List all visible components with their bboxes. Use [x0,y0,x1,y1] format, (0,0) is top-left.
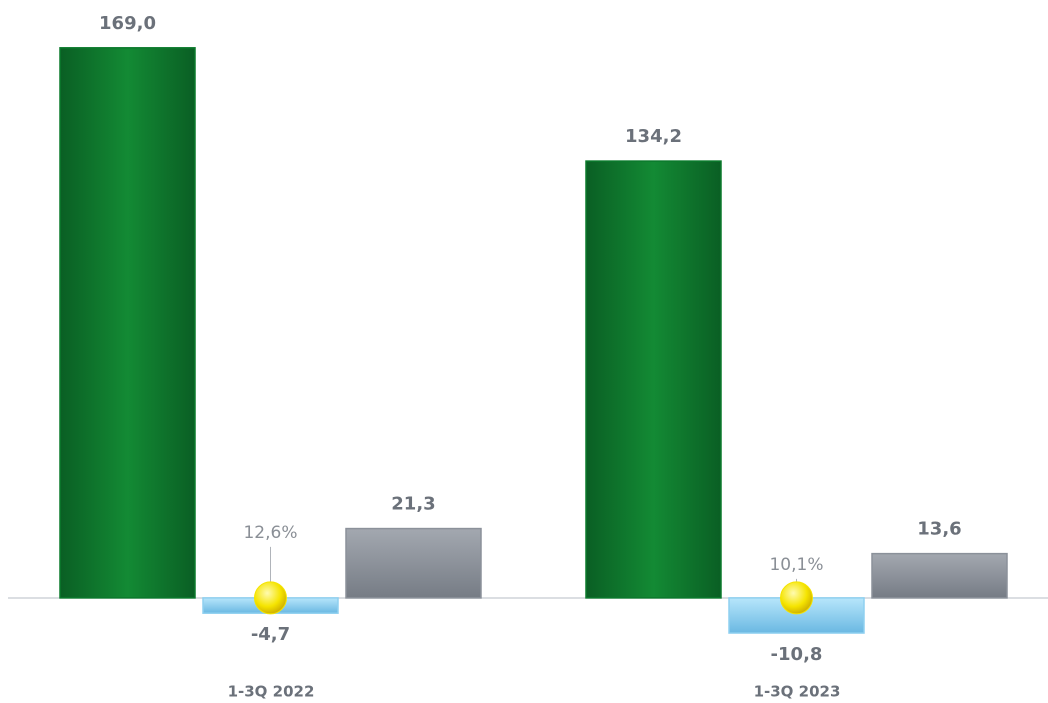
marker [254,581,287,615]
data-label: -10,8 [771,644,823,665]
data-label: -4,7 [251,624,290,645]
x-tick-label: 1-3Q 2023 [754,683,841,701]
bar [345,527,482,599]
data-label: 134,2 [625,126,682,147]
bar [59,47,196,599]
bar [585,160,722,599]
marker-label: 12,6% [243,523,297,543]
data-label: 13,6 [917,519,961,540]
data-label: 169,0 [99,13,156,34]
x-tick-label: 1-3Q 2022 [228,683,315,701]
data-label: 21,3 [391,494,435,515]
bar [871,552,1008,599]
marker-label: 10,1% [769,555,823,575]
marker [780,581,813,615]
